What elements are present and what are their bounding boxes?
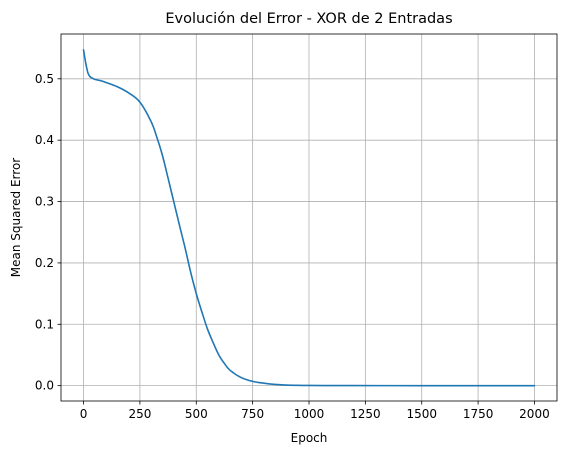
x-tick-label: 0 — [80, 407, 88, 421]
x-axis: 0 250 500 750 1000 1250 1500 1750 2000 — [80, 401, 550, 421]
x-tick-label: 1500 — [406, 407, 437, 421]
y-tick-label: 0.0 — [35, 379, 54, 393]
y-tick-label: 0.4 — [35, 133, 54, 147]
x-tick-label: 1750 — [463, 407, 494, 421]
x-tick-label: 500 — [185, 407, 208, 421]
y-axis: 0.0 0.1 0.2 0.3 0.4 0.5 — [35, 72, 61, 393]
x-tick-label: 1000 — [294, 407, 325, 421]
chart-title: Evolución del Error - XOR de 2 Entradas — [165, 11, 452, 27]
x-tick-label: 250 — [128, 407, 151, 421]
x-axis-label: Epoch — [291, 431, 328, 445]
y-axis-label: Mean Squared Error — [9, 158, 23, 278]
mse-series-line — [82, 49, 536, 387]
y-tick-label: 0.2 — [35, 256, 54, 270]
x-tick-label: 1250 — [350, 407, 381, 421]
y-tick-label: 0.1 — [35, 317, 54, 331]
y-tick-label: 0.5 — [35, 72, 54, 86]
series-group — [82, 49, 536, 387]
x-tick-label: 2000 — [519, 407, 550, 421]
x-tick-label: 750 — [241, 407, 264, 421]
grid-lines — [61, 34, 557, 401]
y-tick-label: 0.3 — [35, 195, 54, 209]
